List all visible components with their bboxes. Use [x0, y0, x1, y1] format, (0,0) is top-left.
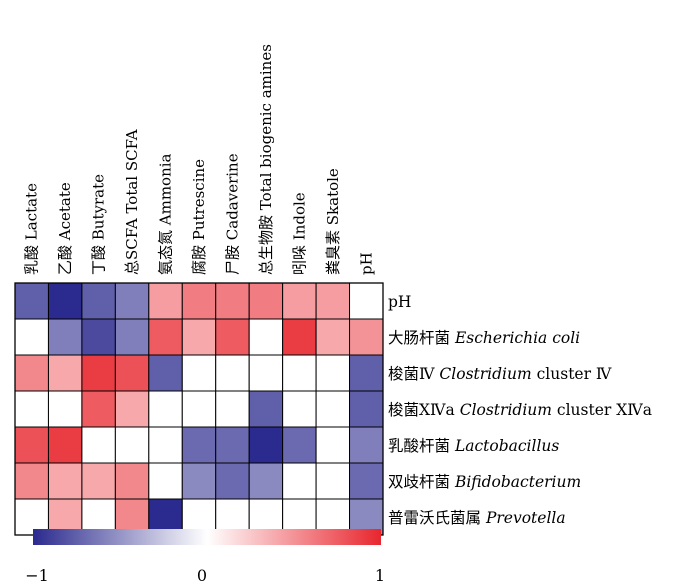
- heatmap-cell-r4-c10: [349, 426, 384, 464]
- heatmap-cell-r2-c9: [315, 354, 351, 392]
- heatmap-cell-r5-c7: [248, 462, 284, 500]
- heatmap-cell-r2-c4: [148, 354, 183, 392]
- heatmap-cell-r4-c9: [315, 426, 351, 464]
- heatmap-cell-r0-c4: [148, 282, 183, 320]
- heatmap-cell-r3-c8: [282, 390, 317, 428]
- row-label: pH: [388, 293, 411, 311]
- heatmap-cell-r1-c6: [215, 318, 250, 356]
- heatmap-cell-r5-c8: [282, 462, 317, 500]
- heatmap-cell-r4-c6: [215, 426, 250, 464]
- heatmap-cell-r0-c9: [315, 282, 351, 320]
- heatmap-cell-r2-c5: [181, 354, 217, 392]
- heatmap-cell-r3-c9: [315, 390, 351, 428]
- heatmap-cell-r5-c9: [315, 462, 351, 500]
- heatmap-cell-r0-c6: [215, 282, 250, 320]
- heatmap-cell-r1-c0: [14, 318, 49, 356]
- heatmap-cell-r5-c0: [14, 462, 49, 500]
- colorbar-tick-labels: −1 0 1: [25, 566, 385, 585]
- heatmap-cell-r5-c5: [181, 462, 217, 500]
- heatmap-cell-r2-c8: [282, 354, 317, 392]
- colorbar-tick-label: 0: [197, 566, 207, 585]
- heatmap-cell-r3-c0: [14, 390, 49, 428]
- heatmap-cell-r0-c10: [349, 282, 384, 320]
- heatmap-cell-r4-c3: [114, 426, 150, 464]
- heatmap-cell-r5-c3: [114, 462, 150, 500]
- column-label: 乙酸 Acetate: [56, 182, 74, 275]
- column-label: 吲哚 Indole: [290, 192, 308, 275]
- column-label: 乳酸 Lactate: [23, 183, 41, 275]
- heatmap-cell-r0-c5: [181, 282, 217, 320]
- heatmap-cell-r1-c3: [114, 318, 150, 356]
- heatmap-cell-r5-c1: [47, 462, 83, 500]
- heatmap-cell-r0-c8: [282, 282, 317, 320]
- column-label: 氨态氮 Ammonia: [157, 153, 175, 275]
- heatmap-cell-r5-c2: [81, 462, 116, 500]
- heatmap-cell-r4-c0: [14, 426, 49, 464]
- colorbar-tick-label: 1: [375, 566, 385, 585]
- column-labels: 乳酸 Lactate 乙酸 Acetate 丁酸 Butyrate 总SCFA Tot…: [23, 44, 376, 275]
- row-label: 乳酸杆菌 Lactobacillus: [388, 437, 559, 455]
- heatmap-cell-r2-c3: [114, 354, 150, 392]
- heatmap-cell-r3-c1: [47, 390, 83, 428]
- heatmap-cell-r3-c7: [248, 390, 284, 428]
- heatmap-cell-r2-c6: [215, 354, 250, 392]
- heatmap-cell-r1-c4: [148, 318, 183, 356]
- heatmap-cell-r0-c1: [47, 282, 83, 320]
- heatmap-cell-r4-c1: [47, 426, 83, 464]
- heatmap-cell-r1-c8: [282, 318, 317, 356]
- heatmap-cell-r2-c10: [349, 354, 384, 392]
- heatmap-cell-r4-c7: [248, 426, 284, 464]
- heatmap-cell-r3-c4: [148, 390, 183, 428]
- heatmap-cell-r4-c5: [181, 426, 217, 464]
- heatmap-cells: [14, 282, 384, 536]
- column-label: 总生物胺 Total biogenic amines: [257, 44, 275, 275]
- heatmap-cell-r0-c7: [248, 282, 284, 320]
- heatmap-cell-r1-c5: [181, 318, 217, 356]
- heatmap-cell-r0-c2: [81, 282, 116, 320]
- column-label: 粪臭素 Skatole: [324, 168, 342, 275]
- row-label: 大肠杆菌 Escherichia coli: [388, 329, 580, 347]
- heatmap-cell-r0-c0: [14, 282, 49, 320]
- heatmap-cell-r3-c3: [114, 390, 150, 428]
- heatmap-cell-r2-c7: [248, 354, 284, 392]
- heatmap-cell-r4-c8: [282, 426, 317, 464]
- row-label: 普雷沃氏菌属 Prevotella: [388, 509, 566, 527]
- heatmap-cell-r1-c7: [248, 318, 284, 356]
- row-label: 梭菌ⅩⅣa Clostridium cluster ⅩⅣa: [388, 401, 652, 419]
- colorbar: [33, 529, 381, 545]
- heatmap-cell-r1-c10: [349, 318, 384, 356]
- heatmap-cell-r2-c1: [47, 354, 83, 392]
- heatmap-cell-r3-c6: [215, 390, 250, 428]
- heatmap-cell-r5-c10: [349, 462, 384, 500]
- heatmap-cell-r0-c3: [114, 282, 150, 320]
- heatmap-cell-r3-c5: [181, 390, 217, 428]
- heatmap-cell-r4-c2: [81, 426, 116, 464]
- column-label: 总SCFA Total SCFA: [123, 129, 141, 275]
- row-label: 双歧杆菌 Bifidobacterium: [388, 473, 581, 491]
- column-label: 腐胺 Putrescine: [190, 159, 208, 275]
- row-label: 梭菌Ⅳ Clostridium cluster Ⅳ: [388, 365, 612, 383]
- heatmap-cell-r1-c9: [315, 318, 351, 356]
- heatmap-cell-r3-c2: [81, 390, 116, 428]
- heatmap-cell-r2-c2: [81, 354, 116, 392]
- heatmap-cell-r5-c4: [148, 462, 183, 500]
- heatmap-cell-r3-c10: [349, 390, 384, 428]
- column-label: 尸胺 Cadaverine: [223, 153, 241, 275]
- column-label: 丁酸 Butyrate: [90, 174, 108, 275]
- heatmap-cell-r1-c1: [47, 318, 83, 356]
- heatmap-cell-r2-c0: [14, 354, 49, 392]
- heatmap-cell-r1-c2: [81, 318, 116, 356]
- heatmap-cell-r5-c6: [215, 462, 250, 500]
- heatmap-cell-r4-c4: [148, 426, 183, 464]
- column-label: pH: [357, 252, 375, 275]
- row-labels: pH 大肠杆菌 Escherichia coli 梭菌Ⅳ Clostridium c…: [388, 293, 652, 527]
- colorbar-tick-label: −1: [25, 566, 49, 585]
